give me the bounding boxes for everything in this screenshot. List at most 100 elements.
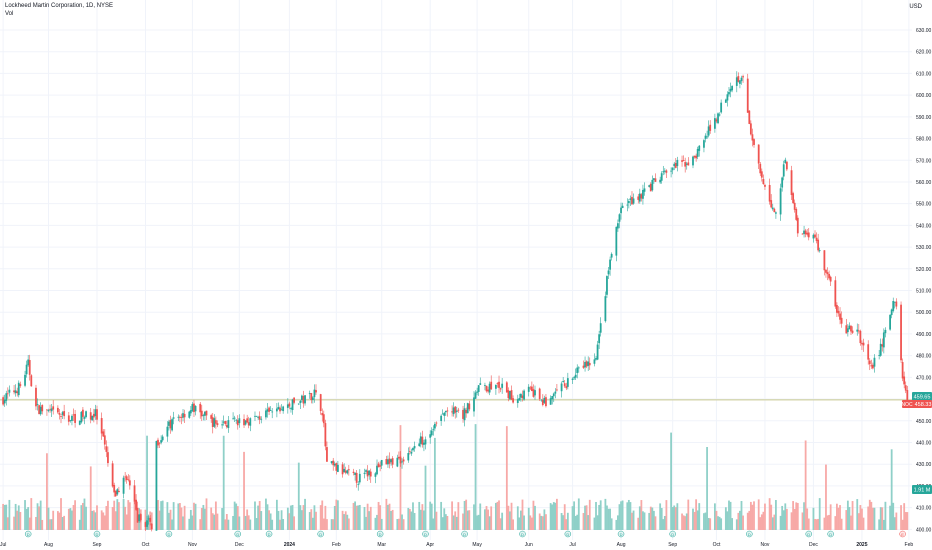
candle-body [651,179,654,191]
candle-body [39,406,42,415]
volume-bar [682,515,685,530]
dividend-marker[interactable] [827,530,834,538]
dividend-marker[interactable] [376,530,384,538]
candle-body [687,162,690,166]
candle-body [642,190,644,199]
volume-bar [346,514,349,530]
volume-bar [368,511,371,530]
volume-bar [19,511,22,530]
candle-body [390,459,392,463]
volume-bar [432,518,435,530]
dividend-marker[interactable] [422,530,429,538]
volume-bar [560,513,563,530]
dividend-marker[interactable] [519,530,526,538]
dividend-marker[interactable] [24,530,32,538]
candle-body [473,397,475,412]
volume-bar [762,511,765,530]
volume-bar [288,513,291,530]
volume-bar [363,507,366,530]
volume-bar [221,508,224,530]
candle-body [720,102,723,113]
dividend-marker-label: D [748,532,751,537]
candle-body [610,253,613,258]
candle-body [775,212,777,214]
volume-bar [674,507,677,530]
dividend-marker[interactable] [617,530,625,538]
candle-body [293,397,295,403]
candle-body [91,415,94,421]
volume-label: Vol [5,11,14,17]
candle-body [638,193,641,202]
candle-body [451,411,453,413]
volume-bar [735,519,738,530]
dividend-marker[interactable] [234,530,242,538]
volume-bar [452,515,455,530]
dividend-marker-label: D [463,532,466,537]
dividend-marker[interactable] [317,530,324,538]
candle-body [604,296,607,322]
candle-body [759,163,762,174]
volume-bar [781,505,784,530]
candle-body [291,399,294,411]
volume-bar [660,508,663,530]
volume-bar [61,517,64,530]
dividend-marker[interactable] [564,530,572,538]
volume-bar [466,510,469,530]
volume-bar [247,515,250,530]
volume-bar [80,505,83,530]
volume-bar [534,505,536,530]
dividend-marker-label: D [319,532,322,537]
candle-body [803,230,805,234]
candle-body [659,179,662,183]
candle-body [398,456,400,459]
candle-body [845,325,848,334]
time-tick-label: Oct [713,542,721,548]
candle-body [484,384,486,386]
price-axis[interactable]: 630.00 620.00 610.00 600.00 590.00 580.00 570.… [916,28,932,533]
candle-body [83,417,86,419]
time-tick-label: Feb [905,542,914,548]
candle-body [379,465,382,467]
candle-body [587,361,590,366]
volume-bar [333,505,336,530]
candle-body [490,381,493,390]
dividend-marker[interactable] [746,530,753,538]
dividend-marker[interactable] [461,530,468,538]
volume-bar [279,519,281,530]
volume-bar [818,498,821,530]
dividend-marker[interactable] [265,530,273,538]
candle-body [133,485,136,502]
candle-body [757,144,760,164]
volume-bar [599,500,602,530]
volume-bar [182,516,184,530]
dividend-marker[interactable] [669,530,676,538]
candle-body [637,196,640,200]
candle-body [815,237,818,242]
volume-bar [757,499,760,530]
volume-bar [671,507,674,530]
volume-bar [549,503,552,530]
earnings-marker[interactable] [899,530,906,538]
dividend-marker-label: D [620,532,623,537]
volume-bar [124,506,127,530]
dividend-marker[interactable] [805,530,813,538]
volume-bar [169,509,172,530]
time-axis[interactable]: Jul Aug Sep Oct Nov Dec 2024 Feb Mar Apr May Jun Jul… [0,542,913,548]
volume-bar [166,502,169,530]
last-price-badge-text: 459.65 [914,395,931,401]
candle-body [36,404,39,405]
volume-bar [834,516,837,530]
candle-body [82,409,84,417]
candle-body [69,420,72,421]
dividend-marker[interactable] [165,530,173,538]
volume-bar [773,514,776,530]
candle-body [782,164,785,177]
candle-body [617,223,619,229]
candle-body [355,472,358,483]
volume-bar [379,505,382,530]
candle-body [618,214,621,222]
candle-body [246,418,249,423]
dividend-marker[interactable] [93,530,101,538]
price-tick-label: 440.00 [916,440,932,446]
